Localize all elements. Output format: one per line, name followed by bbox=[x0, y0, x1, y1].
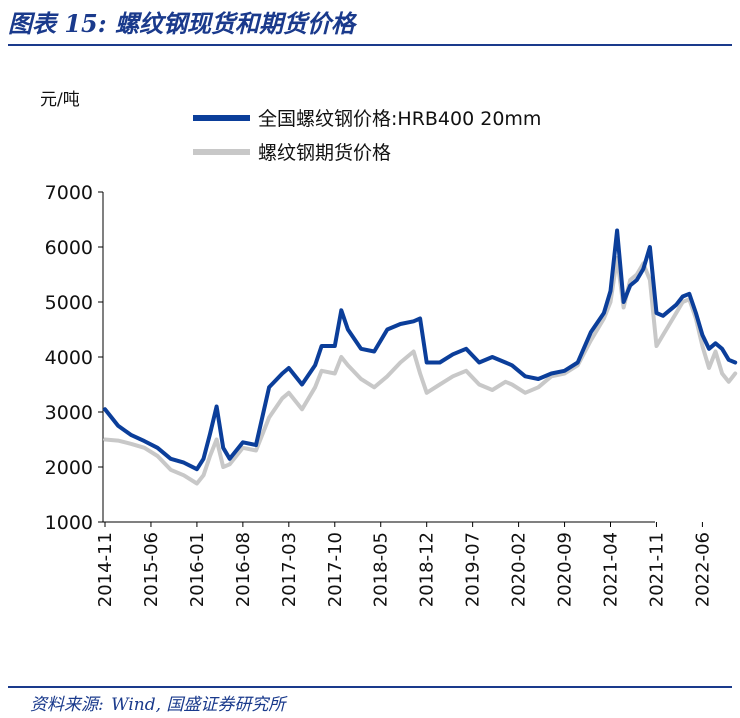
legend: 全国螺纹钢价格:HRB400 20mm 螺纹钢期货价格 bbox=[193, 108, 541, 164]
y-tick-label: 6000 bbox=[45, 237, 93, 259]
source-note: 资料来源: Wind, 国盛证券研究所 bbox=[30, 690, 285, 715]
x-tick-label: 2016-01 bbox=[187, 532, 208, 607]
y-tick-label: 2000 bbox=[45, 457, 93, 479]
price-chart: 元/吨 全国螺纹钢价格:HRB400 20mm 螺纹钢期货价格 1000 2000… bbox=[40, 90, 738, 607]
x-tick-label: 2016-08 bbox=[233, 532, 254, 607]
series-line-spot bbox=[103, 228, 738, 472]
y-axis-unit-label: 元/吨 bbox=[40, 90, 80, 110]
x-tick-label: 2021-04 bbox=[601, 532, 622, 607]
series-lines bbox=[103, 228, 738, 486]
y-tick-label: 1000 bbox=[45, 512, 93, 534]
x-tick-label: 2018-05 bbox=[371, 532, 392, 607]
x-tick-label: 2014-11 bbox=[95, 532, 116, 607]
figure-title: 图表 15: 螺纹钢现货和期货价格 bbox=[8, 9, 355, 38]
y-tick-label: 4000 bbox=[45, 347, 93, 369]
x-tick-label: 2021-11 bbox=[646, 532, 667, 607]
source-text: Wind, 国盛证券研究所 bbox=[111, 695, 286, 715]
x-tick-label: 2018-12 bbox=[417, 532, 438, 607]
y-tick-label: 7000 bbox=[45, 182, 93, 204]
x-tick-label: 2017-10 bbox=[325, 532, 346, 607]
x-tick-label: 2017-03 bbox=[279, 532, 300, 607]
axes: 1000 2000 3000 4000 5000 6000 7000 2014-11 2015-… bbox=[45, 182, 714, 607]
y-tick-label: 3000 bbox=[45, 402, 93, 424]
series-line-futures bbox=[103, 256, 738, 486]
top-rule bbox=[8, 44, 732, 46]
x-tick-label: 2020-02 bbox=[509, 532, 530, 607]
x-tick-label: 2015-06 bbox=[141, 532, 162, 607]
bottom-rule bbox=[8, 686, 732, 688]
x-tick-label: 2020-09 bbox=[555, 532, 576, 607]
legend-label-spot: 全国螺纹钢价格:HRB400 20mm bbox=[258, 108, 541, 130]
legend-label-futures: 螺纹钢期货价格 bbox=[258, 142, 391, 164]
x-tick-label: 2022-06 bbox=[692, 532, 713, 607]
source-label: 资料来源: bbox=[30, 695, 104, 715]
x-tick-label: 2019-07 bbox=[463, 532, 484, 607]
y-tick-label: 5000 bbox=[45, 292, 93, 314]
